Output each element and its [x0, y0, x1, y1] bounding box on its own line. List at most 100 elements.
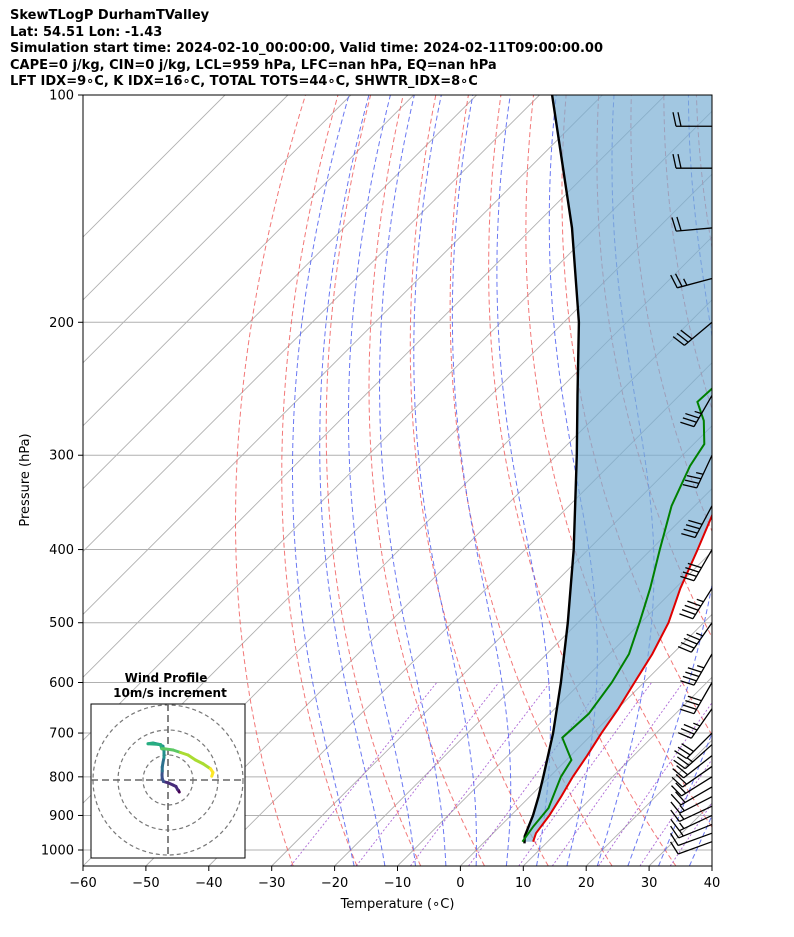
isotherm-line	[83, 95, 477, 490]
dry-adiabat	[235, 95, 306, 866]
y-tick-label: 300	[49, 449, 74, 464]
isotherm-line	[145, 299, 712, 866]
isotherm-line	[775, 95, 794, 866]
wind-barb	[680, 653, 713, 686]
wind-barb	[682, 454, 713, 489]
barb-half-feather	[695, 632, 704, 637]
isotherm-line	[83, 95, 352, 364]
chart-title: SkewTLogP DurhamTValley	[10, 8, 210, 23]
isotherm-line	[522, 676, 712, 866]
wind-barb	[671, 216, 713, 232]
y-tick-label: 700	[49, 727, 74, 742]
wind-barb	[677, 622, 713, 653]
barb-feather	[683, 637, 698, 645]
mixing-ratio-line	[598, 701, 712, 866]
wind-barb	[680, 395, 713, 428]
wind-barb	[670, 796, 713, 814]
barb-staff	[676, 227, 713, 232]
barb-feather	[682, 571, 697, 578]
barb-feather	[682, 675, 697, 682]
barb-feather	[682, 417, 697, 423]
barb-half-feather	[696, 665, 705, 669]
hodograph-plot	[91, 704, 245, 858]
barb-feather	[676, 332, 689, 343]
x-tick-label: 20	[578, 876, 595, 891]
temperature-line	[532, 513, 712, 843]
barb-staff	[690, 622, 713, 653]
moist-adiabat	[413, 95, 477, 866]
barb-feather	[681, 608, 696, 616]
dry-adiabat	[449, 95, 613, 866]
barb-half-feather	[686, 757, 694, 763]
barb-feather	[680, 680, 695, 686]
x-tick-label: −30	[258, 876, 285, 891]
parcel-profile-line	[523, 95, 581, 844]
barb-feather	[680, 708, 695, 715]
x-tick-label: −60	[69, 876, 96, 891]
barb-feather	[677, 646, 692, 653]
barb-half-feather	[683, 278, 688, 286]
y-tick-label: 400	[49, 543, 74, 558]
barb-half-feather	[696, 598, 704, 603]
wind-barb	[670, 805, 713, 823]
isotherm-line	[83, 95, 289, 301]
moist-adiabat	[292, 95, 355, 866]
barb-feather	[675, 773, 688, 785]
barb-feather	[675, 782, 687, 794]
dry-adiabat	[409, 95, 549, 866]
barb-staff	[693, 549, 713, 582]
wind-barb	[671, 776, 713, 797]
chart-title-block: SkewTLogP DurhamTValley Lat: 54.51 Lon: …	[10, 8, 603, 91]
barb-feather	[680, 727, 695, 735]
barb-staff	[683, 755, 713, 779]
barb-feather	[680, 329, 693, 340]
wind-barb	[677, 708, 713, 739]
moist-adiabat	[496, 95, 551, 866]
isotherm-line	[83, 95, 415, 427]
moist-adiabat	[451, 95, 512, 866]
wind-barb	[672, 112, 712, 127]
barb-feather	[677, 112, 682, 127]
hodograph-segment	[201, 762, 212, 771]
barb-feather	[679, 613, 694, 620]
moist-adiabat	[720, 95, 794, 866]
time-line: Simulation start time: 2024-02-10_00:00:…	[10, 41, 603, 56]
wind-barb	[671, 765, 713, 788]
wind-barb	[680, 549, 713, 582]
barb-staff	[677, 841, 713, 855]
x-tick-label: 10	[515, 876, 532, 891]
barb-staff	[679, 814, 713, 832]
barb-feather	[677, 154, 682, 169]
moist-adiabat	[627, 95, 712, 866]
barb-feather	[684, 479, 700, 484]
barb-feather	[685, 412, 700, 419]
x-tick-label: −40	[195, 876, 222, 891]
isotherm-line	[83, 95, 603, 616]
barb-feather	[680, 421, 695, 428]
barb-feather	[670, 793, 682, 806]
barb-feather	[670, 833, 679, 846]
wind-barb	[670, 814, 713, 832]
x-tick-label: −10	[384, 876, 411, 891]
barb-feather	[683, 528, 698, 534]
x-tick-label: −50	[132, 876, 159, 891]
barb-feather	[682, 484, 697, 489]
barb-feather	[676, 765, 688, 776]
barb-staff	[693, 682, 713, 715]
barb-half-feather	[696, 472, 704, 475]
mixing-ratio-line	[551, 682, 684, 866]
mixing-ratio-line	[639, 758, 712, 866]
isotherm-line	[83, 95, 226, 238]
moist-adiabat	[348, 95, 416, 866]
barb-feather	[686, 474, 702, 480]
barb-feather	[686, 633, 701, 641]
barb-feather	[681, 743, 694, 752]
isotherm-line	[334, 487, 712, 866]
y-tick-label: 500	[49, 616, 74, 631]
dry-adiabat	[729, 95, 794, 866]
barb-feather	[670, 818, 680, 832]
isotherm-line	[711, 865, 712, 866]
barb-feather	[670, 274, 678, 289]
barb-feather	[681, 533, 696, 539]
barb-feather	[671, 785, 682, 797]
